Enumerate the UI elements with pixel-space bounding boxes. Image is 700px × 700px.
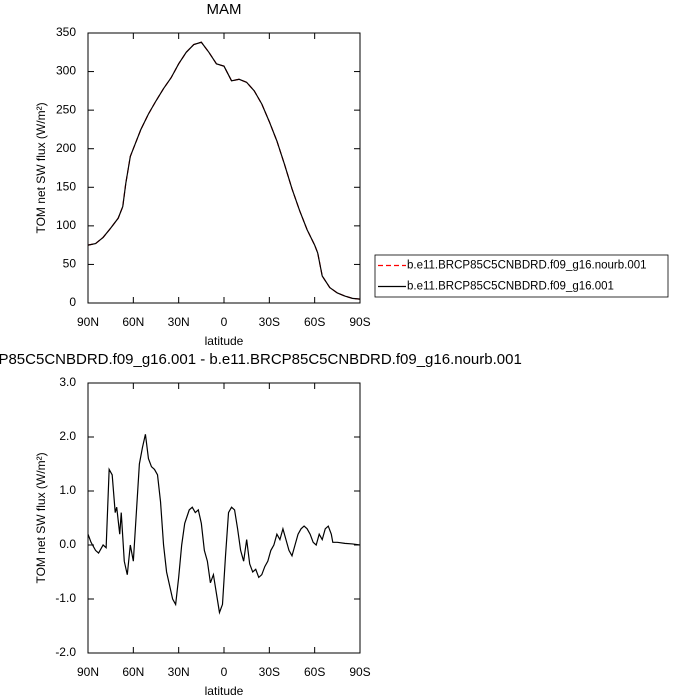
y-axis-label: TOM net SW flux (W/m²) bbox=[34, 452, 48, 583]
x-tick-label: 60S bbox=[304, 315, 325, 329]
y-tick-label: 250 bbox=[56, 102, 76, 116]
x-tick-label: 60N bbox=[122, 665, 144, 679]
chart-title: b.e11.BRCP85C5CNBDRD.f09_g16.001 - b.e11… bbox=[0, 351, 522, 368]
x-axis-label: latitude bbox=[205, 334, 244, 348]
y-tick-label: 350 bbox=[56, 25, 76, 39]
legend-box bbox=[374, 254, 669, 298]
plot-frame bbox=[87, 382, 361, 654]
y-axis-label: TOM net SW flux (W/m²) bbox=[34, 102, 48, 233]
chart-title: MAM bbox=[207, 1, 242, 18]
x-tick-label: 90S bbox=[349, 665, 370, 679]
y-tick-label: 1.0 bbox=[59, 483, 76, 497]
x-tick-label: 30S bbox=[259, 315, 280, 329]
x-tick-label: 0 bbox=[221, 315, 228, 329]
x-axis-label: latitude bbox=[205, 684, 244, 698]
y-tick-label: 300 bbox=[56, 64, 76, 78]
y-tick-label: 100 bbox=[56, 218, 76, 232]
y-tick-label: -2.0 bbox=[55, 645, 76, 659]
data-line bbox=[87, 41, 361, 300]
x-tick-label: 60N bbox=[122, 315, 144, 329]
y-tick-label: -1.0 bbox=[55, 591, 76, 605]
x-tick-label: 90N bbox=[77, 665, 99, 679]
legend-label: b.e11.BRCP85C5CNBDRD.f09_g16.001 bbox=[407, 281, 614, 293]
y-tick-label: 0 bbox=[69, 295, 76, 309]
legend-label: b.e11.BRCP85C5CNBDRD.f09_g16.nourb.001 bbox=[407, 260, 647, 272]
data-line bbox=[87, 434, 361, 615]
y-tick-label: 3.0 bbox=[59, 375, 76, 389]
y-tick-label: 150 bbox=[56, 179, 76, 193]
x-tick-label: 90S bbox=[349, 315, 370, 329]
y-tick-label: 0.0 bbox=[59, 537, 76, 551]
x-tick-label: 30S bbox=[259, 665, 280, 679]
x-tick-label: 30N bbox=[168, 665, 190, 679]
x-tick-label: 30N bbox=[168, 315, 190, 329]
y-tick-label: 2.0 bbox=[59, 429, 76, 443]
plot-frame bbox=[87, 32, 361, 304]
y-tick-label: 200 bbox=[56, 141, 76, 155]
x-tick-label: 0 bbox=[221, 665, 228, 679]
y-tick-label: 50 bbox=[63, 257, 77, 271]
x-tick-label: 60S bbox=[304, 665, 325, 679]
x-tick-label: 90N bbox=[77, 315, 99, 329]
